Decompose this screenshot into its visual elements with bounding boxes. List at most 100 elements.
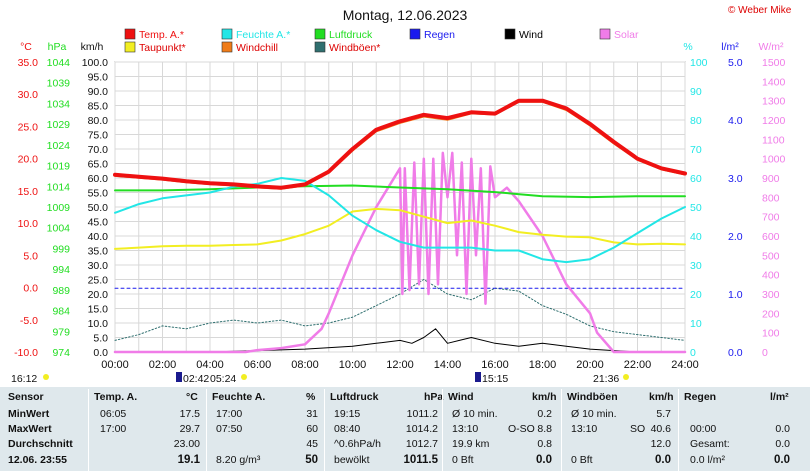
series-line-gust	[114, 279, 686, 341]
footer-row-label: Durchschnitt	[8, 438, 73, 450]
axis-tick-humidity: 50	[690, 202, 702, 214]
axis-tick-solar: 400	[762, 270, 780, 282]
axis-tick-humidity: 0	[690, 347, 696, 359]
footer-header-unit: l/m²	[770, 391, 789, 403]
wind-time: 19.9 km	[452, 438, 490, 450]
axis-tick-wind: 25.0	[88, 275, 109, 287]
axis-tick-rain: 5.0	[728, 57, 743, 69]
wind-value: 0.8	[537, 438, 552, 450]
humidity-time: 17:00	[216, 408, 243, 420]
axis-tick-rain: 1.0	[728, 289, 743, 301]
sunset-time: 21:36	[593, 373, 619, 385]
axis-tick-wind: 50.0	[88, 202, 109, 214]
legend-label-rain: Regen	[424, 29, 455, 41]
pressure-value: 1012.7	[405, 438, 438, 450]
axis-tick-humidity: 40	[690, 231, 702, 243]
temp-value: 29.7	[179, 423, 200, 435]
footer-row-label: MinWert	[8, 408, 50, 420]
axis-tick-solar: 700	[762, 212, 780, 224]
axis-tick-humidity: 20	[690, 289, 702, 301]
axis-tick-temp: 25.0	[18, 121, 39, 133]
axis-tick-humidity: 100	[690, 57, 708, 69]
legend-swatch-temp	[124, 28, 136, 40]
footer-header-label: Feuchte A.	[212, 391, 266, 403]
legend-label-humidity: Feuchte A.*	[236, 29, 290, 41]
footer-column-separator	[561, 389, 562, 471]
gust-value: 40.6	[650, 423, 671, 435]
axis-unit-humidity: %	[683, 41, 692, 53]
solar-noon-time: 15:15	[482, 373, 508, 385]
gust-time: Ø 10 min.	[571, 408, 617, 420]
wind-time: 0 Bft	[452, 454, 474, 466]
legend-swatch-solar	[599, 28, 611, 40]
temp-time: 17:00	[100, 423, 127, 435]
axis-tick-pressure: 1044	[47, 57, 71, 69]
axis-tick-pressure: 994	[52, 264, 70, 276]
x-tick-label: 16:00	[481, 359, 509, 371]
legend-swatch-dewpoint	[124, 41, 136, 53]
axis-tick-rain: 0.0	[728, 347, 743, 359]
x-tick-label: 14:00	[434, 359, 462, 371]
axis-tick-solar: 800	[762, 192, 780, 204]
footer-header-unit: hPa	[424, 391, 444, 403]
footer-header-unit: %	[306, 391, 316, 403]
axis-unit-wind: km/h	[81, 41, 104, 53]
axis-unit-rain: l/m²	[721, 41, 739, 53]
axis-tick-solar: 600	[762, 231, 780, 243]
axis-tick-temp: 0.0	[23, 283, 38, 295]
sunrise-marker	[176, 372, 182, 382]
footer-column-separator	[206, 389, 207, 471]
x-tick-label: 12:00	[386, 359, 414, 371]
axis-tick-solar: 100	[762, 328, 780, 340]
axis-tick-pressure: 1039	[47, 78, 71, 90]
sunrise-time: 02:42	[183, 373, 209, 385]
x-tick-label: 10:00	[339, 359, 367, 371]
pressure-time: ^0.6hPa/h	[334, 438, 381, 450]
footer-row-label: MaxWert	[8, 423, 52, 435]
legend-label-wind: Wind	[519, 29, 543, 41]
weather-chart: Montag, 12.06.2023 Temp. A.* Feuchte A.* Lu…	[11, 7, 786, 385]
gust-value: 12.0	[650, 438, 671, 450]
axis-tick-rain: 4.0	[728, 115, 743, 127]
gust-time: 13:10	[571, 423, 598, 435]
axis-tick-wind: 80.0	[88, 115, 109, 127]
x-tick-label: 02:00	[149, 359, 177, 371]
axis-tick-pressure: 1009	[47, 202, 71, 214]
axis-tick-pressure: 974	[52, 347, 70, 359]
timeline-sun-dot	[43, 374, 49, 380]
series-line-dewpoint	[114, 207, 686, 250]
series-line-humidity	[114, 177, 686, 264]
axis-tick-pressure: 1029	[47, 119, 71, 131]
axis-tick-wind: 85.0	[88, 101, 109, 113]
axis-tick-pressure: 1034	[47, 98, 71, 110]
axis-tick-wind: 5.0	[93, 333, 108, 345]
rain-value: 0.0	[774, 454, 790, 466]
axis-tick-pressure: 989	[52, 285, 70, 297]
axis-tick-humidity: 70	[690, 144, 702, 156]
temp-value: 23.00	[173, 438, 200, 450]
axis-tick-rain: 2.0	[728, 231, 743, 243]
chart-title: Montag, 12.06.2023	[343, 7, 468, 23]
wind-time: Ø 10 min.	[452, 408, 498, 420]
axis-tick-pressure: 984	[52, 306, 70, 318]
axis-tick-pressure: 1014	[47, 181, 71, 193]
axis-tick-humidity: 10	[690, 318, 702, 330]
axis-tick-wind: 20.0	[88, 289, 109, 301]
x-tick-label: 00:00	[101, 359, 129, 371]
axis-tick-temp: 30.0	[18, 89, 39, 101]
temp-value: 17.5	[179, 408, 200, 420]
axis-unit-temp: °C	[20, 41, 32, 53]
gust-time: 0 Bft	[571, 454, 593, 466]
humidity-value: 50	[305, 454, 318, 466]
axis-tick-humidity: 80	[690, 115, 702, 127]
x-tick-label: 24:00	[671, 359, 699, 371]
footer-row-label: 12.06. 23:55	[8, 454, 67, 466]
axis-tick-wind: 70.0	[88, 144, 109, 156]
axis-tick-wind: 90.0	[88, 86, 109, 98]
axis-tick-solar: 0	[762, 347, 768, 359]
humidity-value: 31	[306, 408, 318, 420]
legend-label-dewpoint: Taupunkt*	[139, 42, 186, 54]
axis-tick-solar: 1500	[762, 57, 786, 69]
temp-time: 06:05	[100, 408, 127, 420]
legend-label-temp: Temp. A.*	[139, 29, 184, 41]
